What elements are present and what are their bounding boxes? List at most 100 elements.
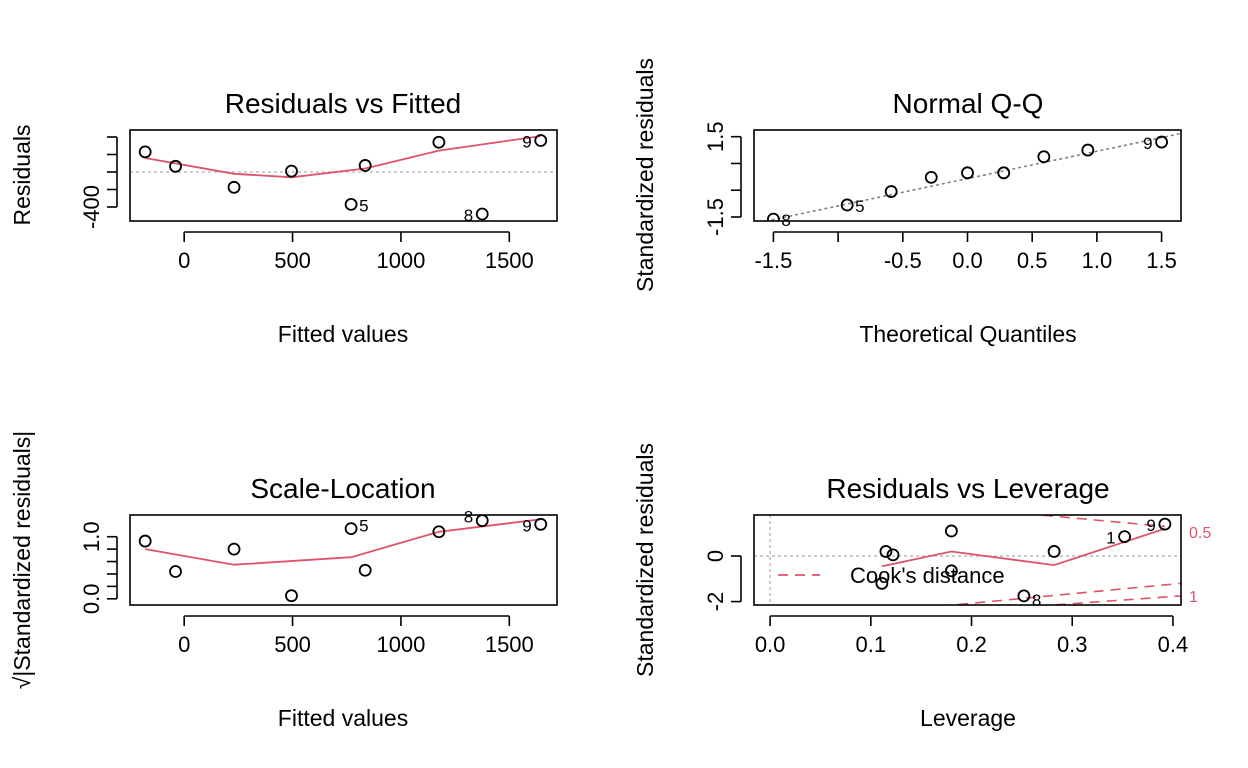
data-point xyxy=(1017,589,1031,603)
y-axis-label: √|Standardized residuals| xyxy=(9,431,35,690)
point-label: 5 xyxy=(359,517,368,536)
data-point xyxy=(344,522,358,536)
data-point xyxy=(432,135,446,149)
panel-title: Scale-Location xyxy=(250,473,435,504)
x-tick-label: 0.3 xyxy=(1057,632,1088,657)
data-point xyxy=(358,563,372,577)
x-tick-label: -1.5 xyxy=(754,248,792,273)
smooth-line xyxy=(881,527,1166,568)
data-point xyxy=(879,545,893,558)
data-point xyxy=(1118,530,1132,544)
x-tick-label: 0 xyxy=(178,632,190,657)
x-tick-label: 1.0 xyxy=(1082,248,1113,273)
x-axis-label: Theoretical Quantiles xyxy=(859,321,1076,347)
data-point xyxy=(534,517,548,531)
plot-frame xyxy=(753,129,1182,222)
y-tick-label: 1.5 xyxy=(703,121,728,152)
data-point xyxy=(344,197,358,211)
x-tick-label: 1500 xyxy=(485,248,534,273)
data-point xyxy=(924,170,938,184)
point-label: 9 xyxy=(522,516,531,535)
x-tick-label: 0.1 xyxy=(856,632,887,657)
cook-contour-lower xyxy=(944,582,1181,605)
smooth-line xyxy=(145,135,541,179)
x-axis-label: Leverage xyxy=(920,705,1016,731)
x-tick-label: 0.0 xyxy=(952,248,983,273)
y-tick-label: 0 xyxy=(703,550,728,562)
x-axis-label: Fitted values xyxy=(278,705,408,731)
data-point xyxy=(875,576,889,590)
panel-title: Residuals vs Fitted xyxy=(225,88,462,119)
data-point xyxy=(1037,150,1051,164)
y-axis-label: Standardized residuals xyxy=(632,58,658,292)
x-tick-label: 1000 xyxy=(376,632,425,657)
data-point xyxy=(840,198,854,212)
x-tick-label: 0.5 xyxy=(1017,248,1048,273)
x-tick-label: 1500 xyxy=(485,632,534,657)
x-axis-label: Fitted values xyxy=(278,321,408,347)
x-tick-label: 0.0 xyxy=(755,632,786,657)
data-point xyxy=(475,515,489,527)
x-tick-label: 500 xyxy=(274,248,311,273)
y-tick-label: -400 xyxy=(79,185,104,229)
panel-residuals-vs-leverage: Residuals vs Leverage Leverage Standardi… xyxy=(632,443,1211,731)
data-point xyxy=(961,166,974,180)
plot-frame xyxy=(129,514,558,606)
cook-contour-upper xyxy=(1031,515,1165,528)
x-tick-label: 0 xyxy=(178,248,190,273)
data-point xyxy=(944,524,958,538)
panel-scale-location: Scale-Location Fitted values √|Standardi… xyxy=(9,431,558,731)
point-label: 8 xyxy=(464,508,473,527)
data-point xyxy=(169,565,182,578)
data-point xyxy=(534,134,548,147)
plot-area xyxy=(762,132,1181,221)
data-point xyxy=(227,180,241,194)
panel-residuals-vs-fitted: Residuals vs Fitted Fitted values Residu… xyxy=(9,88,558,347)
panel-title: Normal Q-Q xyxy=(893,88,1044,119)
data-point xyxy=(1047,545,1061,558)
data-point xyxy=(997,166,1011,180)
data-point xyxy=(884,185,898,198)
data-point xyxy=(138,145,152,159)
x-tick-label: 500 xyxy=(274,632,311,657)
y-tick-label: 1.0 xyxy=(79,521,104,552)
point-label: 1 xyxy=(1106,529,1115,548)
plot-area xyxy=(138,515,548,603)
data-point xyxy=(944,564,958,578)
data-point xyxy=(285,164,298,178)
point-label: 9 xyxy=(522,133,531,152)
y-tick-label: -1.5 xyxy=(703,198,728,236)
plot-frame xyxy=(753,514,1182,606)
data-point xyxy=(1081,143,1095,157)
point-label: 9 xyxy=(1146,516,1155,535)
point-label: 9 xyxy=(1143,134,1152,153)
y-axis-label: Standardized residuals xyxy=(632,443,658,677)
y-axis-label: Residuals xyxy=(9,125,35,226)
point-label: 8 xyxy=(464,206,473,225)
panel-title: Residuals vs Leverage xyxy=(826,473,1109,504)
data-point xyxy=(1158,517,1172,531)
x-tick-label: 0.4 xyxy=(1158,632,1189,657)
smooth-line xyxy=(145,518,541,566)
panel-normal-qq: Normal Q-Q Theoretical Quantiles Standar… xyxy=(632,58,1182,347)
x-tick-label: 0.2 xyxy=(956,632,987,657)
plot-area xyxy=(754,515,1181,605)
x-tick-label: 1.5 xyxy=(1146,248,1177,273)
data-point xyxy=(169,159,182,173)
data-point xyxy=(432,525,446,539)
data-point xyxy=(767,212,780,221)
cook-distance-label: 0.5 xyxy=(1189,525,1211,542)
x-tick-label: -0.5 xyxy=(884,248,922,273)
plot-area xyxy=(130,134,557,221)
data-point xyxy=(138,534,152,548)
y-tick-label: 0.0 xyxy=(79,583,104,614)
legend-label: Cook's distance xyxy=(850,563,1005,588)
data-point xyxy=(285,589,298,603)
plot-frame xyxy=(129,129,558,222)
y-tick-label: -2 xyxy=(703,592,728,612)
x-tick-label: 1000 xyxy=(376,248,425,273)
data-point xyxy=(227,542,241,556)
point-label: 5 xyxy=(855,197,864,216)
data-point xyxy=(358,159,372,172)
data-point xyxy=(1155,135,1168,149)
